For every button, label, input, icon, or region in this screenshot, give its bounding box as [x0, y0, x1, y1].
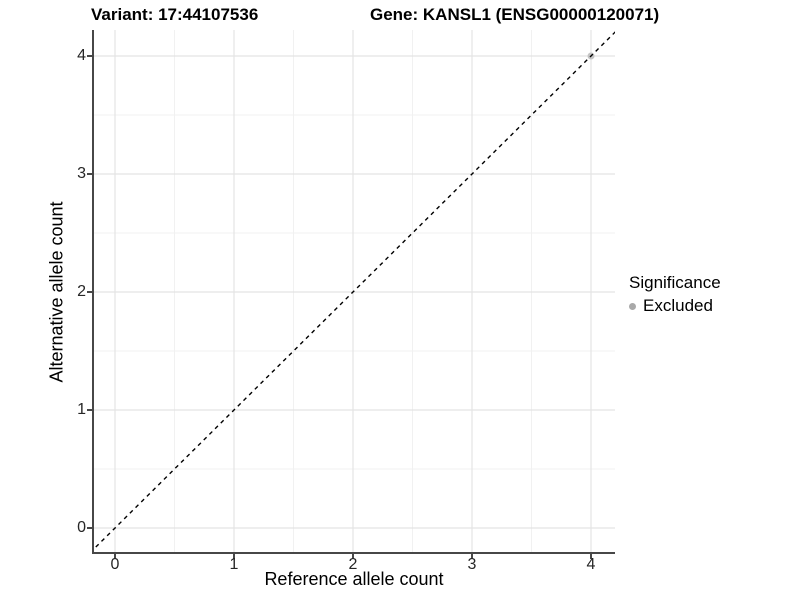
legend-key-dot-icon — [629, 302, 636, 310]
y-tick-label: 1 — [77, 401, 86, 418]
plot-title-variant: Variant: 17:44107536 — [91, 5, 259, 24]
y-tick-mark — [87, 527, 92, 529]
plot-canvas — [92, 30, 615, 554]
x-axis-title: Reference allele count — [264, 569, 444, 589]
x-tick-label: 2 — [348, 556, 358, 573]
legend: Significance Excluded — [629, 273, 721, 316]
x-tick-label: 3 — [467, 556, 477, 573]
y-tick-mark — [87, 409, 92, 411]
x-tick-label: 0 — [110, 556, 120, 573]
legend-item: Excluded — [629, 296, 721, 316]
x-tick-label: 4 — [586, 556, 596, 573]
x-tick-mark — [471, 554, 473, 559]
y-tick-label: 0 — [77, 519, 86, 536]
legend-items: Excluded — [629, 296, 721, 316]
y-tick-label: 3 — [77, 165, 86, 182]
y-tick-mark — [87, 55, 92, 57]
legend-title: Significance — [629, 273, 721, 292]
plot-title-gene: Gene: KANSL1 (ENSG00000120071) — [370, 5, 660, 24]
x-tick-mark — [114, 554, 116, 559]
y-tick-mark — [87, 291, 92, 293]
x-tick-mark — [233, 554, 235, 559]
x-tick-mark — [352, 554, 354, 559]
legend-item-label: Excluded — [643, 296, 713, 315]
x-tick-label: 1 — [229, 556, 239, 573]
y-tick-label: 2 — [77, 283, 86, 300]
y-tick-mark — [87, 173, 92, 175]
x-tick-mark — [590, 554, 592, 559]
plot-panel — [92, 30, 615, 554]
y-tick-label: 4 — [77, 47, 86, 64]
